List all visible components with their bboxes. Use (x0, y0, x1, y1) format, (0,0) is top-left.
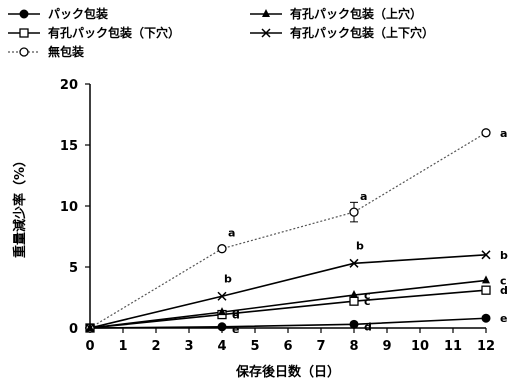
significance-letter: c (232, 306, 239, 319)
legend-label: 有孔パック包装（上穴） (290, 6, 422, 21)
legend-entry: 有孔パック包装（下穴） (8, 25, 180, 40)
legend-entry: パック包装 (8, 6, 108, 21)
series-line (89, 279, 487, 329)
significance-letter: c (364, 289, 371, 302)
y-tick-label: 0 (69, 322, 78, 337)
marker (217, 322, 227, 332)
y-tick-label: 10 (60, 200, 78, 215)
x-tick-label: 1 (118, 339, 127, 354)
marker (19, 9, 29, 19)
marker (349, 296, 359, 306)
legend-entry: 有孔パック包装（上穴） (250, 6, 422, 21)
significance-letter: c (500, 274, 507, 287)
x-ticks: 0 1 2 3 4 5 6 7 8 9 10 11 12 (85, 328, 495, 354)
marker (85, 323, 95, 333)
marker (481, 313, 491, 323)
significance-letter: e (500, 312, 507, 325)
y-tick-label: 15 (60, 139, 78, 154)
marker (349, 258, 359, 268)
marker (482, 275, 490, 284)
marker-layer (85, 128, 491, 333)
significance-letter: b (500, 249, 508, 262)
y-tick-label: 20 (60, 78, 78, 93)
x-tick-label: 0 (85, 339, 94, 354)
significance-letter: d (500, 284, 508, 297)
marker (350, 290, 358, 299)
marker (481, 128, 491, 138)
series-line (89, 317, 487, 329)
marker (217, 291, 227, 301)
legend-label: 無包装 (48, 44, 84, 59)
significance-letter: b (224, 272, 232, 285)
marker (481, 285, 491, 295)
significance-letter: a (228, 227, 235, 240)
significance-letter: c (364, 295, 371, 308)
marker (218, 307, 226, 316)
legend-label: 有孔パック包装（上下穴） (290, 25, 434, 40)
marker (349, 207, 359, 217)
x-tick-label: 2 (151, 339, 160, 354)
x-tick-label: 5 (250, 339, 259, 354)
x-tick-label: 9 (382, 339, 391, 354)
significance-letter: b (356, 239, 364, 252)
x-tick-label: 8 (349, 339, 358, 354)
x-tick-label: 7 (316, 339, 325, 354)
legend-label: 有孔パック包装（下穴） (48, 25, 180, 40)
marker (19, 28, 29, 38)
marker (261, 28, 271, 38)
series-line (89, 289, 487, 329)
marker (349, 319, 359, 329)
y-axis-title: 重量減少率（%） (12, 154, 28, 258)
marker (481, 250, 491, 260)
series-line (89, 254, 487, 329)
x-tick-label: 6 (283, 339, 292, 354)
significance-letter: a (360, 190, 367, 203)
x-tick-label: 4 (217, 339, 226, 354)
x-tick-label: 10 (411, 339, 429, 354)
significance-letter: e (232, 323, 239, 336)
y-tick-label: 5 (69, 261, 78, 276)
y-ticks: 0 5 10 15 20 (60, 78, 90, 337)
series-line (89, 132, 487, 329)
x-axis-title: 保存後日数（日） (235, 364, 340, 380)
legend-label: パック包装 (48, 6, 108, 21)
series-layer (89, 132, 487, 329)
marker (262, 9, 270, 17)
x-tick-label: 3 (184, 339, 193, 354)
significance-letter: a (500, 127, 507, 140)
legend-entry: 無包装 (8, 44, 84, 59)
legend-entry: 有孔パック包装（上下穴） (250, 25, 434, 40)
marker (19, 47, 29, 57)
marker (217, 244, 227, 254)
x-tick-label: 12 (477, 339, 495, 354)
significance-letter: d (364, 320, 372, 333)
x-tick-label: 11 (444, 339, 462, 354)
significance-letter: d (232, 309, 240, 322)
